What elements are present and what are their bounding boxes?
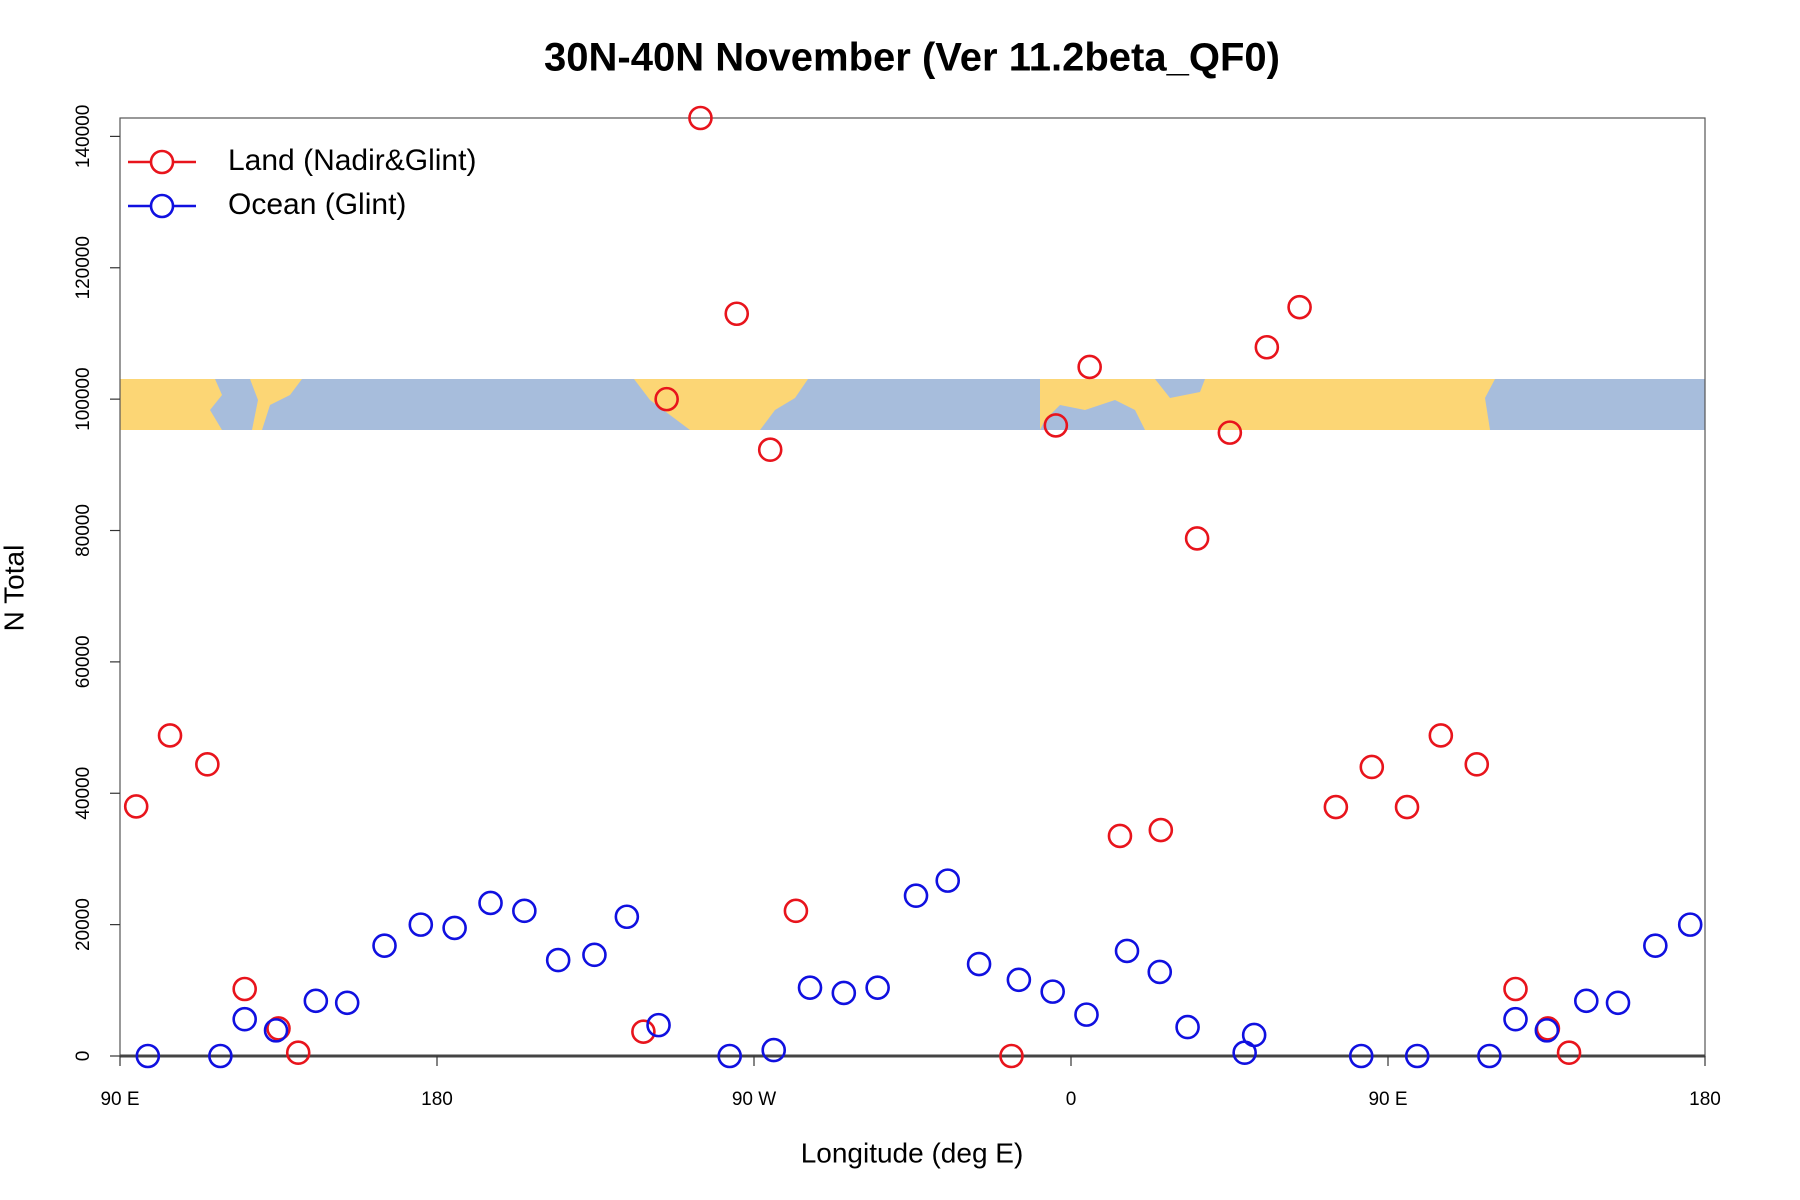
point [195,752,220,777]
y-tick-label: 80000 [73,504,94,557]
point [1503,976,1528,1002]
point [157,723,183,748]
point [654,386,679,412]
y-axis-label: N Total [0,545,29,632]
point [1556,1040,1582,1066]
point [1114,938,1140,964]
point [1254,334,1280,360]
y-tick-label: 140000 [73,105,94,168]
chart-title: 30N-40N November (Ver 11.2beta_QF0) [544,36,1280,80]
point [761,1037,787,1063]
point [688,105,713,131]
point [1040,979,1065,1004]
point [717,1043,742,1069]
point [1394,794,1420,820]
point [1605,990,1631,1016]
point [1043,413,1069,438]
point [1184,526,1210,551]
plot-frame [119,117,1706,1057]
point [545,947,571,973]
point [614,904,640,930]
point [757,437,783,463]
point [966,951,992,977]
point [1464,752,1490,777]
point [631,1019,656,1044]
x-tick-label: 180 [1689,1089,1721,1110]
legend-marker [149,193,175,219]
x-tick-label: 0 [1066,1089,1077,1110]
point [1006,967,1032,993]
y-tick-label: 20000 [73,898,94,951]
x-tick-label: 90 W [732,1089,776,1110]
point [135,1043,161,1069]
point [1643,933,1668,958]
point [512,898,537,924]
point [266,1016,291,1041]
point [1503,1006,1528,1032]
point [1077,354,1102,380]
point [232,976,257,1002]
point [1428,723,1454,748]
point [478,890,503,916]
legend-marker [149,149,175,175]
legend-label: Land (Nadir&Glint) [228,144,476,177]
point [1404,1043,1430,1069]
point [123,794,149,819]
point [724,301,750,327]
point [1217,420,1243,445]
point [1477,1043,1502,1069]
point [783,898,809,924]
point [408,912,434,937]
point [1287,294,1312,320]
point [263,1018,289,1043]
y-tick-label: 40000 [73,767,94,820]
point [1107,823,1133,849]
point [1147,959,1173,985]
map-strip [120,379,1705,430]
point [1148,817,1174,843]
y-tick-label: 0 [73,1051,94,1062]
y-tick-label: 120000 [73,236,94,299]
point [1323,794,1349,820]
point [582,942,607,968]
point [372,933,397,958]
x-tick-label: 90 E [1368,1089,1407,1110]
legend-label: Ocean (Glint) [228,188,406,221]
point [1574,988,1599,1014]
point [831,980,857,1006]
point [1175,1014,1200,1040]
point [442,915,467,941]
point [303,988,329,1014]
point [334,990,360,1016]
point [1241,1022,1267,1048]
point [935,868,961,893]
point [1074,1002,1099,1027]
y-tick-label: 60000 [73,635,94,688]
point [1359,754,1385,780]
point [646,1012,671,1038]
point [232,1006,257,1032]
x-tick-label: 90 E [100,1089,139,1110]
point [1534,1018,1560,1043]
point [999,1043,1024,1069]
point [1348,1043,1374,1069]
point [285,1040,311,1066]
x-tick-label: 180 [421,1089,453,1110]
point [903,883,929,909]
x-axis-label: Longitude (deg E) [801,1137,1024,1168]
point [797,975,823,1000]
point [865,975,890,1000]
point [1677,912,1703,937]
y-tick-label: 100000 [73,367,94,430]
point [208,1043,233,1069]
